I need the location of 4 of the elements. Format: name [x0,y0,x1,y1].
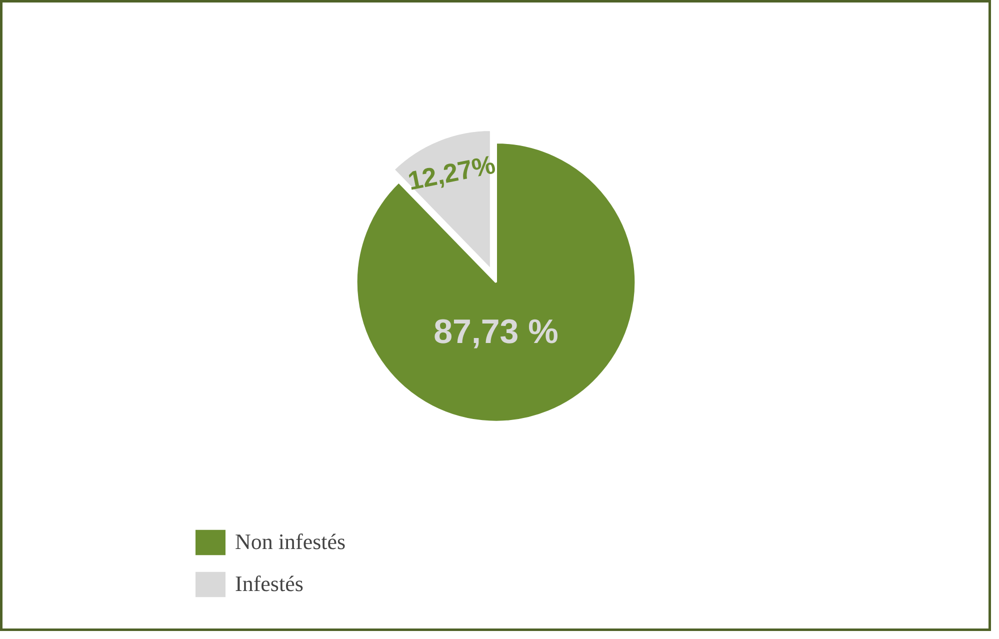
data-label: 12,27% [405,149,498,196]
legend-label: Non infestés [235,529,346,555]
legend-label: Infestés [235,571,304,597]
data-label: 87,73 % [434,312,558,351]
